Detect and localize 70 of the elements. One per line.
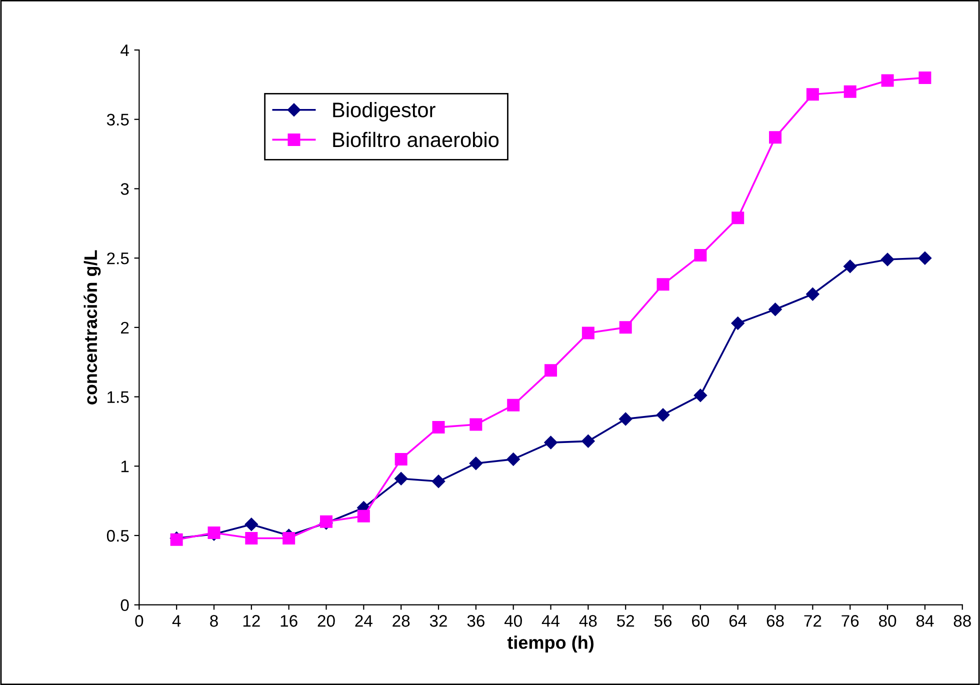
y-tick-label: 2.5 — [107, 252, 129, 264]
point — [731, 316, 744, 330]
x-tick-label: 36 — [467, 615, 484, 627]
point — [880, 252, 894, 266]
x-tick-label: 24 — [355, 615, 372, 627]
point — [918, 71, 932, 84]
point — [469, 456, 483, 470]
point — [694, 388, 708, 402]
x-tick-label: 16 — [280, 615, 298, 627]
point — [544, 364, 558, 377]
point — [470, 418, 482, 431]
x-tick-label: 84 — [916, 615, 934, 627]
point — [806, 88, 819, 101]
point — [844, 260, 857, 273]
x-tick-label: 64 — [729, 615, 747, 627]
x-tick-label: 12 — [243, 615, 260, 627]
legend-label: Biodigestor — [333, 102, 436, 122]
point — [918, 251, 932, 265]
y-tick-label: 2 — [121, 322, 129, 334]
point — [507, 398, 520, 412]
point — [768, 302, 782, 316]
x-tick-label: 68 — [766, 615, 784, 627]
point — [619, 321, 632, 334]
point — [245, 532, 258, 545]
y-tick-label: 1 — [121, 460, 129, 472]
point — [769, 131, 782, 144]
x-tick-label: 60 — [692, 615, 710, 627]
x-tick-label: 76 — [842, 615, 859, 627]
x-tick-label: 52 — [616, 615, 634, 627]
y-tick-label: 4 — [120, 44, 129, 56]
point — [282, 532, 296, 545]
y-tick-label: 0.5 — [106, 530, 129, 542]
point — [394, 472, 408, 486]
point — [506, 452, 520, 466]
x-tick-label: 40 — [504, 615, 522, 627]
x-tick-label: 56 — [654, 615, 672, 627]
x-tick-label: 44 — [542, 615, 560, 627]
y-tick-label: 3.5 — [106, 114, 129, 126]
point — [582, 434, 595, 448]
point — [656, 278, 670, 291]
point — [881, 74, 894, 87]
point — [394, 452, 408, 466]
x-tick-label: 72 — [804, 615, 822, 627]
point — [844, 85, 856, 98]
point — [357, 510, 370, 522]
point — [544, 436, 558, 450]
x-axis-title: tiempo (h) — [507, 636, 594, 652]
point — [656, 408, 670, 422]
point — [806, 288, 820, 301]
x-tick-label: 80 — [878, 615, 896, 627]
point — [582, 326, 594, 340]
x-tick-label: 88 — [954, 615, 971, 627]
point — [244, 518, 258, 531]
x-tick-label: 48 — [579, 615, 597, 627]
point — [432, 474, 446, 488]
x-tick-label: 8 — [210, 615, 218, 627]
x-tick-label: 20 — [318, 615, 335, 627]
x-tick-label: 28 — [392, 615, 410, 627]
x-tick-label: 32 — [430, 615, 447, 627]
legend-label: Biofiltro anaerobio — [333, 132, 499, 148]
x-tick-label: 4 — [172, 615, 181, 627]
point — [694, 249, 707, 262]
point — [432, 421, 445, 434]
y-tick-label: 1.5 — [108, 391, 129, 403]
y-tick-label: 3 — [120, 183, 129, 195]
y-axis-title: concentración g/L — [84, 250, 101, 404]
point — [619, 412, 632, 426]
x-tick-label: 0 — [135, 615, 144, 627]
y-tick-label: 0 — [120, 599, 129, 612]
point — [732, 212, 744, 224]
